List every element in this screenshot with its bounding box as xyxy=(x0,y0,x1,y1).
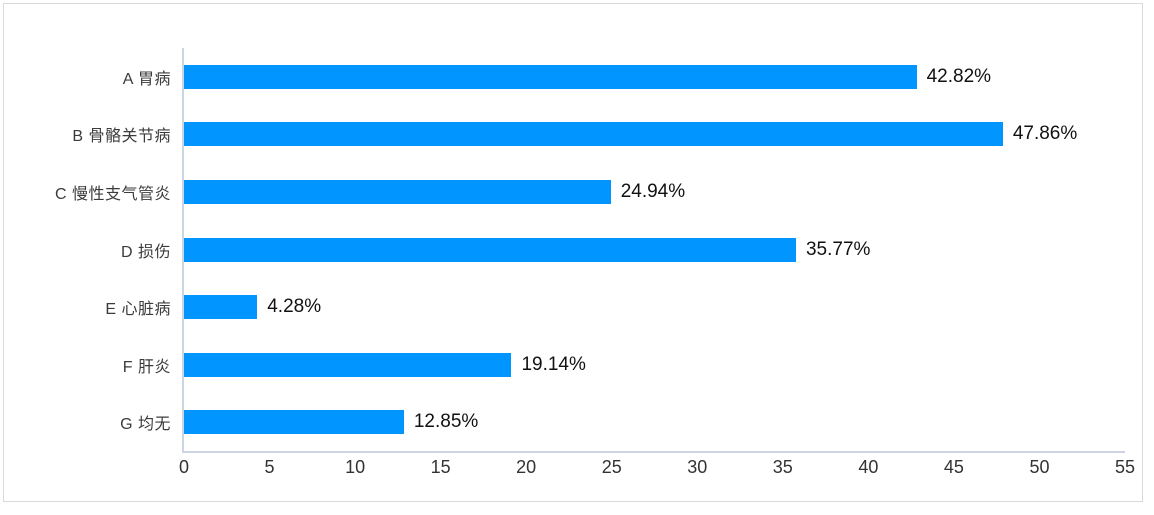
bar-row: E 心脏病 4.28% xyxy=(105,278,1125,336)
x-axis-tick-label: 35 xyxy=(772,457,793,477)
bar-row: A 胃病 42.82% xyxy=(123,48,1125,106)
value-label: 42.82% xyxy=(926,65,992,87)
value-label: 12.85% xyxy=(413,411,479,433)
category-label: D 损伤 xyxy=(120,243,171,261)
bar xyxy=(184,122,1003,147)
x-axis-tick-label: 30 xyxy=(687,457,708,477)
plot-area: A 胃病 42.82% B 骨骼关节病 47.86% C 慢性支气管炎 24.94% D 损… xyxy=(55,48,1125,453)
x-axis: 0 5 10 15 20 25 30 35 40 45 50 55 xyxy=(179,457,1135,483)
x-axis-tick-label: 15 xyxy=(430,457,451,477)
x-axis-tick-label: 55 xyxy=(1114,457,1136,477)
bar-row: B 骨骼关节病 47.86% xyxy=(72,106,1125,164)
x-axis-tick-label: 0 xyxy=(178,457,190,477)
bar xyxy=(184,179,611,204)
bar xyxy=(184,237,796,262)
value-label: 47.86% xyxy=(1012,123,1078,145)
bar xyxy=(184,295,258,320)
value-label: 4.28% xyxy=(267,296,322,318)
x-axis-tick-label: 20 xyxy=(516,457,537,477)
x-axis-tick-label: 50 xyxy=(1029,457,1050,477)
x-axis-tick-label: 5 xyxy=(264,457,275,477)
category-label: B 骨骼关节病 xyxy=(72,128,171,146)
x-axis-tick-label: 40 xyxy=(858,457,879,477)
bar-row: D 损伤 35.77% xyxy=(121,221,1125,279)
value-label: 19.14% xyxy=(521,353,586,375)
value-label: 24.94% xyxy=(620,180,686,202)
category-label: C 慢性支气管炎 xyxy=(54,185,171,203)
category-label: E 心脏病 xyxy=(105,301,171,319)
category-label: G 均无 xyxy=(120,416,171,434)
bar xyxy=(184,64,917,89)
category-label: F 肝炎 xyxy=(122,358,171,376)
bar xyxy=(184,352,512,377)
bar-row: C 慢性支气管炎 24.94% xyxy=(55,163,1125,221)
x-axis-tick-label: 45 xyxy=(943,457,964,477)
value-label: 35.77% xyxy=(805,238,871,260)
bar-row: F 肝炎 19.14% xyxy=(123,336,1125,394)
category-label: A 胃病 xyxy=(122,70,171,88)
x-axis-tick-label: 10 xyxy=(345,457,366,477)
bar xyxy=(184,410,404,435)
chart-container: A 胃病 42.82% B 骨骼关节病 47.86% C 慢性支气管炎 24.94% D 损… xyxy=(3,3,1143,502)
x-axis-tick-label: 25 xyxy=(601,457,622,477)
bar-row: G 均无 12.85% xyxy=(120,393,1125,451)
